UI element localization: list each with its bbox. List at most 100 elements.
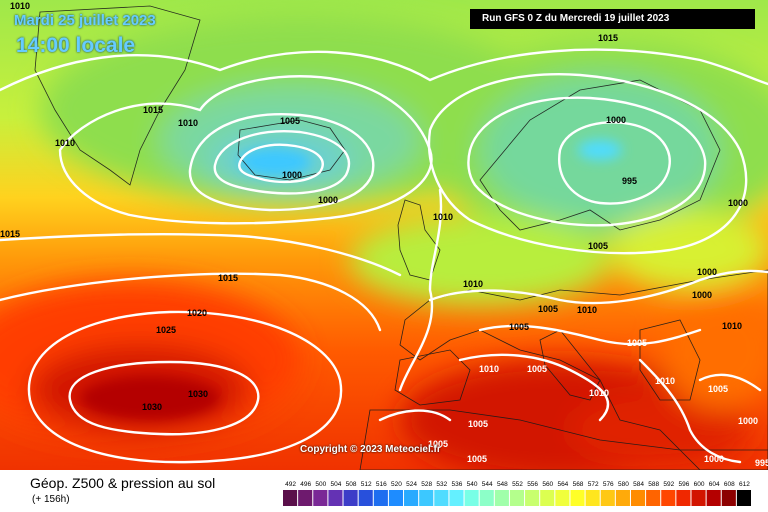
isobar-label: 1000 (738, 416, 758, 426)
legend-value-label: 588 (648, 481, 659, 488)
legend-value-label: 504 (331, 481, 342, 488)
legend-value-label: 584 (633, 481, 644, 488)
legend-color-swatch (600, 490, 615, 506)
isobar-label: 1005 (527, 364, 547, 374)
legend-value-label: 556 (527, 481, 538, 488)
isobar-label: 1000 (704, 454, 724, 464)
isobar-label: 1015 (143, 105, 163, 115)
map-title: Géop. Z500 & pression au sol (30, 475, 216, 491)
isobar-label: 1005 (428, 439, 448, 449)
legend-value-label: 492 (285, 481, 296, 488)
legend-color-swatch (615, 490, 630, 506)
legend-value-label: 532 (436, 481, 447, 488)
isobar-label: 1000 (692, 290, 712, 300)
isobar-label: 1010 (10, 1, 30, 11)
legend-color-swatch (434, 490, 449, 506)
legend-value-label: 508 (346, 481, 357, 488)
legend-value-label: 496 (300, 481, 311, 488)
legend-color-swatch (449, 490, 464, 506)
legend-value-label: 548 (497, 481, 508, 488)
legend-color-swatch (570, 490, 585, 506)
isobar-lines (0, 48, 768, 464)
legend-color-swatch (525, 490, 540, 506)
legend-value-label: 604 (709, 481, 720, 488)
forecast-hours: (+ 156h) (32, 494, 70, 505)
isobar-label: 1005 (509, 322, 529, 332)
isobar-label: 1010 (479, 364, 499, 374)
copyright: Copyright © 2023 Meteociel.fr (300, 444, 441, 455)
isobar-label: 1000 (697, 267, 717, 277)
isobar-label: 1025 (156, 325, 176, 335)
isobar-label: 1010 (463, 279, 483, 289)
legend-color-swatch (373, 490, 388, 506)
legend-color-swatch (721, 490, 736, 506)
legend-value-label: 516 (376, 481, 387, 488)
legend-color-swatch (343, 490, 358, 506)
isobar-label: 1015 (0, 229, 20, 239)
legend-color-swatch (358, 490, 373, 506)
legend-color-swatch (630, 490, 646, 506)
legend-value-label: 612 (739, 481, 750, 488)
isobar-label: 1000 (728, 198, 748, 208)
isobar-label: 1000 (606, 115, 626, 125)
legend-value-label: 552 (512, 481, 523, 488)
run-info: Run GFS 0 Z du Mercredi 19 juillet 2023 (470, 9, 755, 29)
legend-color-swatch (691, 490, 706, 506)
isobar-label: 1010 (55, 138, 75, 148)
isobar-label: 1005 (468, 419, 488, 429)
isobar-label: 1010 (722, 321, 742, 331)
legend-value-label: 608 (724, 481, 735, 488)
legend-value-label: 596 (678, 481, 689, 488)
legend-color-swatch (736, 490, 751, 506)
isobar-label: 1010 (178, 118, 198, 128)
isobar-label: 1015 (218, 273, 238, 283)
isobar-labels: 1010 1015 1010 1010 1005 1000 1000 1015 … (0, 1, 768, 468)
z500-pressure-map: 1010 1015 1010 1010 1005 1000 1000 1015 … (0, 0, 768, 470)
legend-value-label: 568 (573, 481, 584, 488)
isobar-label: 1000 (318, 195, 338, 205)
legend-value-label: 576 (603, 481, 614, 488)
isobar-label: 1005 (708, 384, 728, 394)
legend-color-swatch (509, 490, 525, 506)
legend-color-swatch (706, 490, 721, 506)
legend-color-swatch (298, 490, 313, 506)
isobar-label: 1000 (282, 170, 302, 180)
legend-value-label: 540 (467, 481, 478, 488)
legend-color-swatch (283, 490, 298, 506)
legend-value-label: 600 (694, 481, 705, 488)
isobar-label: 1030 (188, 389, 208, 399)
valid-time: 14:00 locale (16, 34, 136, 57)
isobar-label: 1005 (280, 116, 300, 126)
legend-value-label: 592 (663, 481, 674, 488)
isobar-label: 1010 (655, 376, 675, 386)
isobar-label: 1010 (433, 212, 453, 222)
legend-value-label: 572 (588, 481, 599, 488)
legend-value-label: 528 (421, 481, 432, 488)
legend-color-swatch (540, 490, 555, 506)
legend-value-label: 512 (361, 481, 372, 488)
legend-value-label: 560 (542, 481, 553, 488)
legend-value-label: 524 (406, 481, 417, 488)
color-scale-legend: 492 496 500 504 508 512 516 520 524 528 532 536 540 5… (283, 481, 751, 506)
legend-color-swatch (419, 490, 434, 506)
legend-color-swatch (661, 490, 676, 506)
isobar-label: 995 (755, 458, 768, 468)
legend-value-label: 536 (452, 481, 463, 488)
legend-color-swatch (313, 490, 328, 506)
isobar-label: 1030 (142, 402, 162, 412)
legend-value-label: 580 (618, 481, 629, 488)
legend-color-swatch (479, 490, 494, 506)
valid-date: Mardi 25 juillet 2023 (14, 12, 156, 29)
legend-color-swatch (494, 490, 509, 506)
legend-value-label: 564 (557, 481, 568, 488)
isobar-label: 1005 (538, 304, 558, 314)
legend-value-label: 500 (315, 481, 326, 488)
legend-color-swatch (585, 490, 600, 506)
legend-color-swatch (555, 490, 570, 506)
legend-color-swatch (388, 490, 404, 506)
legend-color-swatch (646, 490, 661, 506)
legend-value-label: 520 (391, 481, 402, 488)
isobar-label: 1015 (598, 33, 618, 43)
isobar-label: 995 (622, 176, 637, 186)
